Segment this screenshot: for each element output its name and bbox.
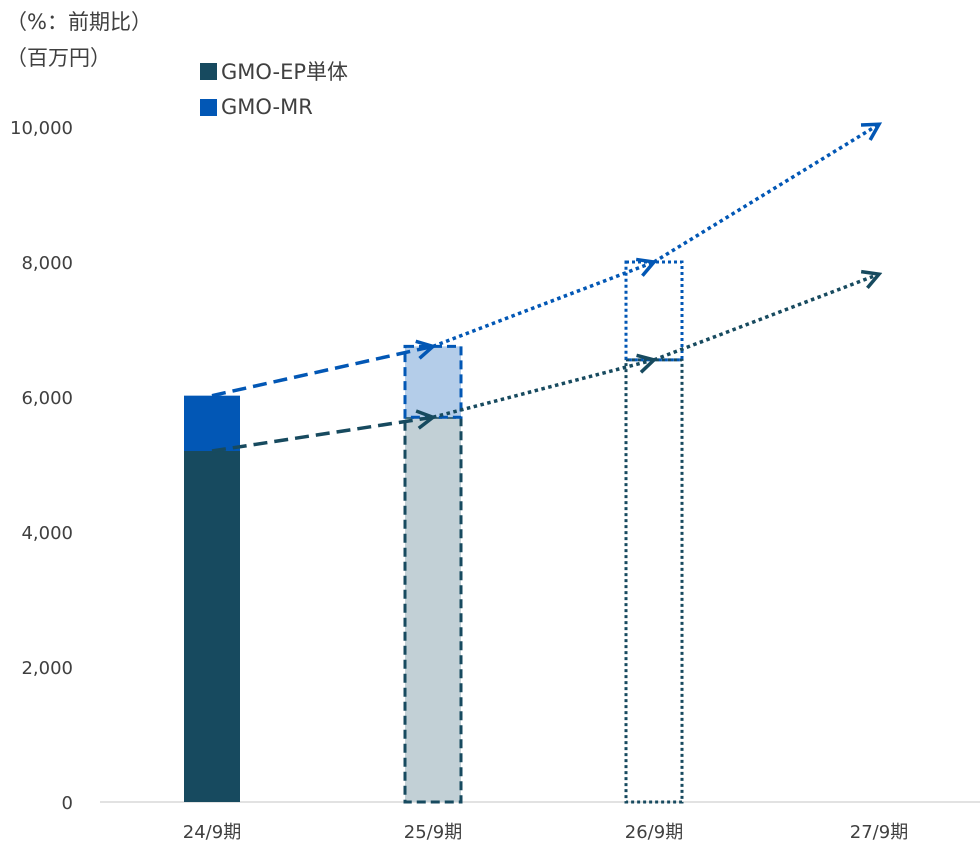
bar-gmo-mr xyxy=(184,395,240,451)
y-tick-label: 0 xyxy=(62,793,73,814)
y-tick-label: 8,000 xyxy=(21,253,73,274)
legend-swatch-gmo-ep xyxy=(200,62,217,80)
legend-label-gmo-ep: GMO-EP単体 xyxy=(221,60,349,84)
x-tick-label: 25/9期 xyxy=(404,822,462,843)
legend-swatch-gmo-mr xyxy=(200,98,217,116)
bar-gmo-ep xyxy=(624,358,684,804)
y-tick-label: 4,000 xyxy=(21,523,73,544)
bar-gmo-mr xyxy=(403,344,463,419)
unit-label-ratio: （%：前期比） xyxy=(6,10,152,34)
x-tick-label: 24/9期 xyxy=(183,822,241,843)
trend-arrow-gmo-ep xyxy=(653,274,879,362)
y-tick-label: 6,000 xyxy=(21,388,73,409)
x-tick-label: 27/9期 xyxy=(850,822,908,843)
legend-label-gmo-mr: GMO-MR xyxy=(221,95,313,119)
bar-gmo-ep xyxy=(403,415,463,804)
legend-item-gmo-mr: GMO-MR xyxy=(200,95,313,119)
bar-gmo-ep xyxy=(184,451,240,802)
bar-gmo-mr xyxy=(624,260,684,362)
legend-item-gmo-ep: GMO-EP単体 xyxy=(200,56,348,86)
trend-arrow-total xyxy=(432,262,654,349)
x-tick-label: 26/9期 xyxy=(625,822,683,843)
trend-arrow-total xyxy=(211,346,433,398)
trend-arrow-gmo-ep xyxy=(211,417,433,453)
trend-arrow-total xyxy=(653,124,879,264)
y-tick-label: 2,000 xyxy=(21,658,73,679)
trend-arrow-gmo-ep xyxy=(432,360,654,419)
y-tick-label: 10,000 xyxy=(10,118,73,139)
unit-label-currency: （百万円） xyxy=(6,46,111,70)
